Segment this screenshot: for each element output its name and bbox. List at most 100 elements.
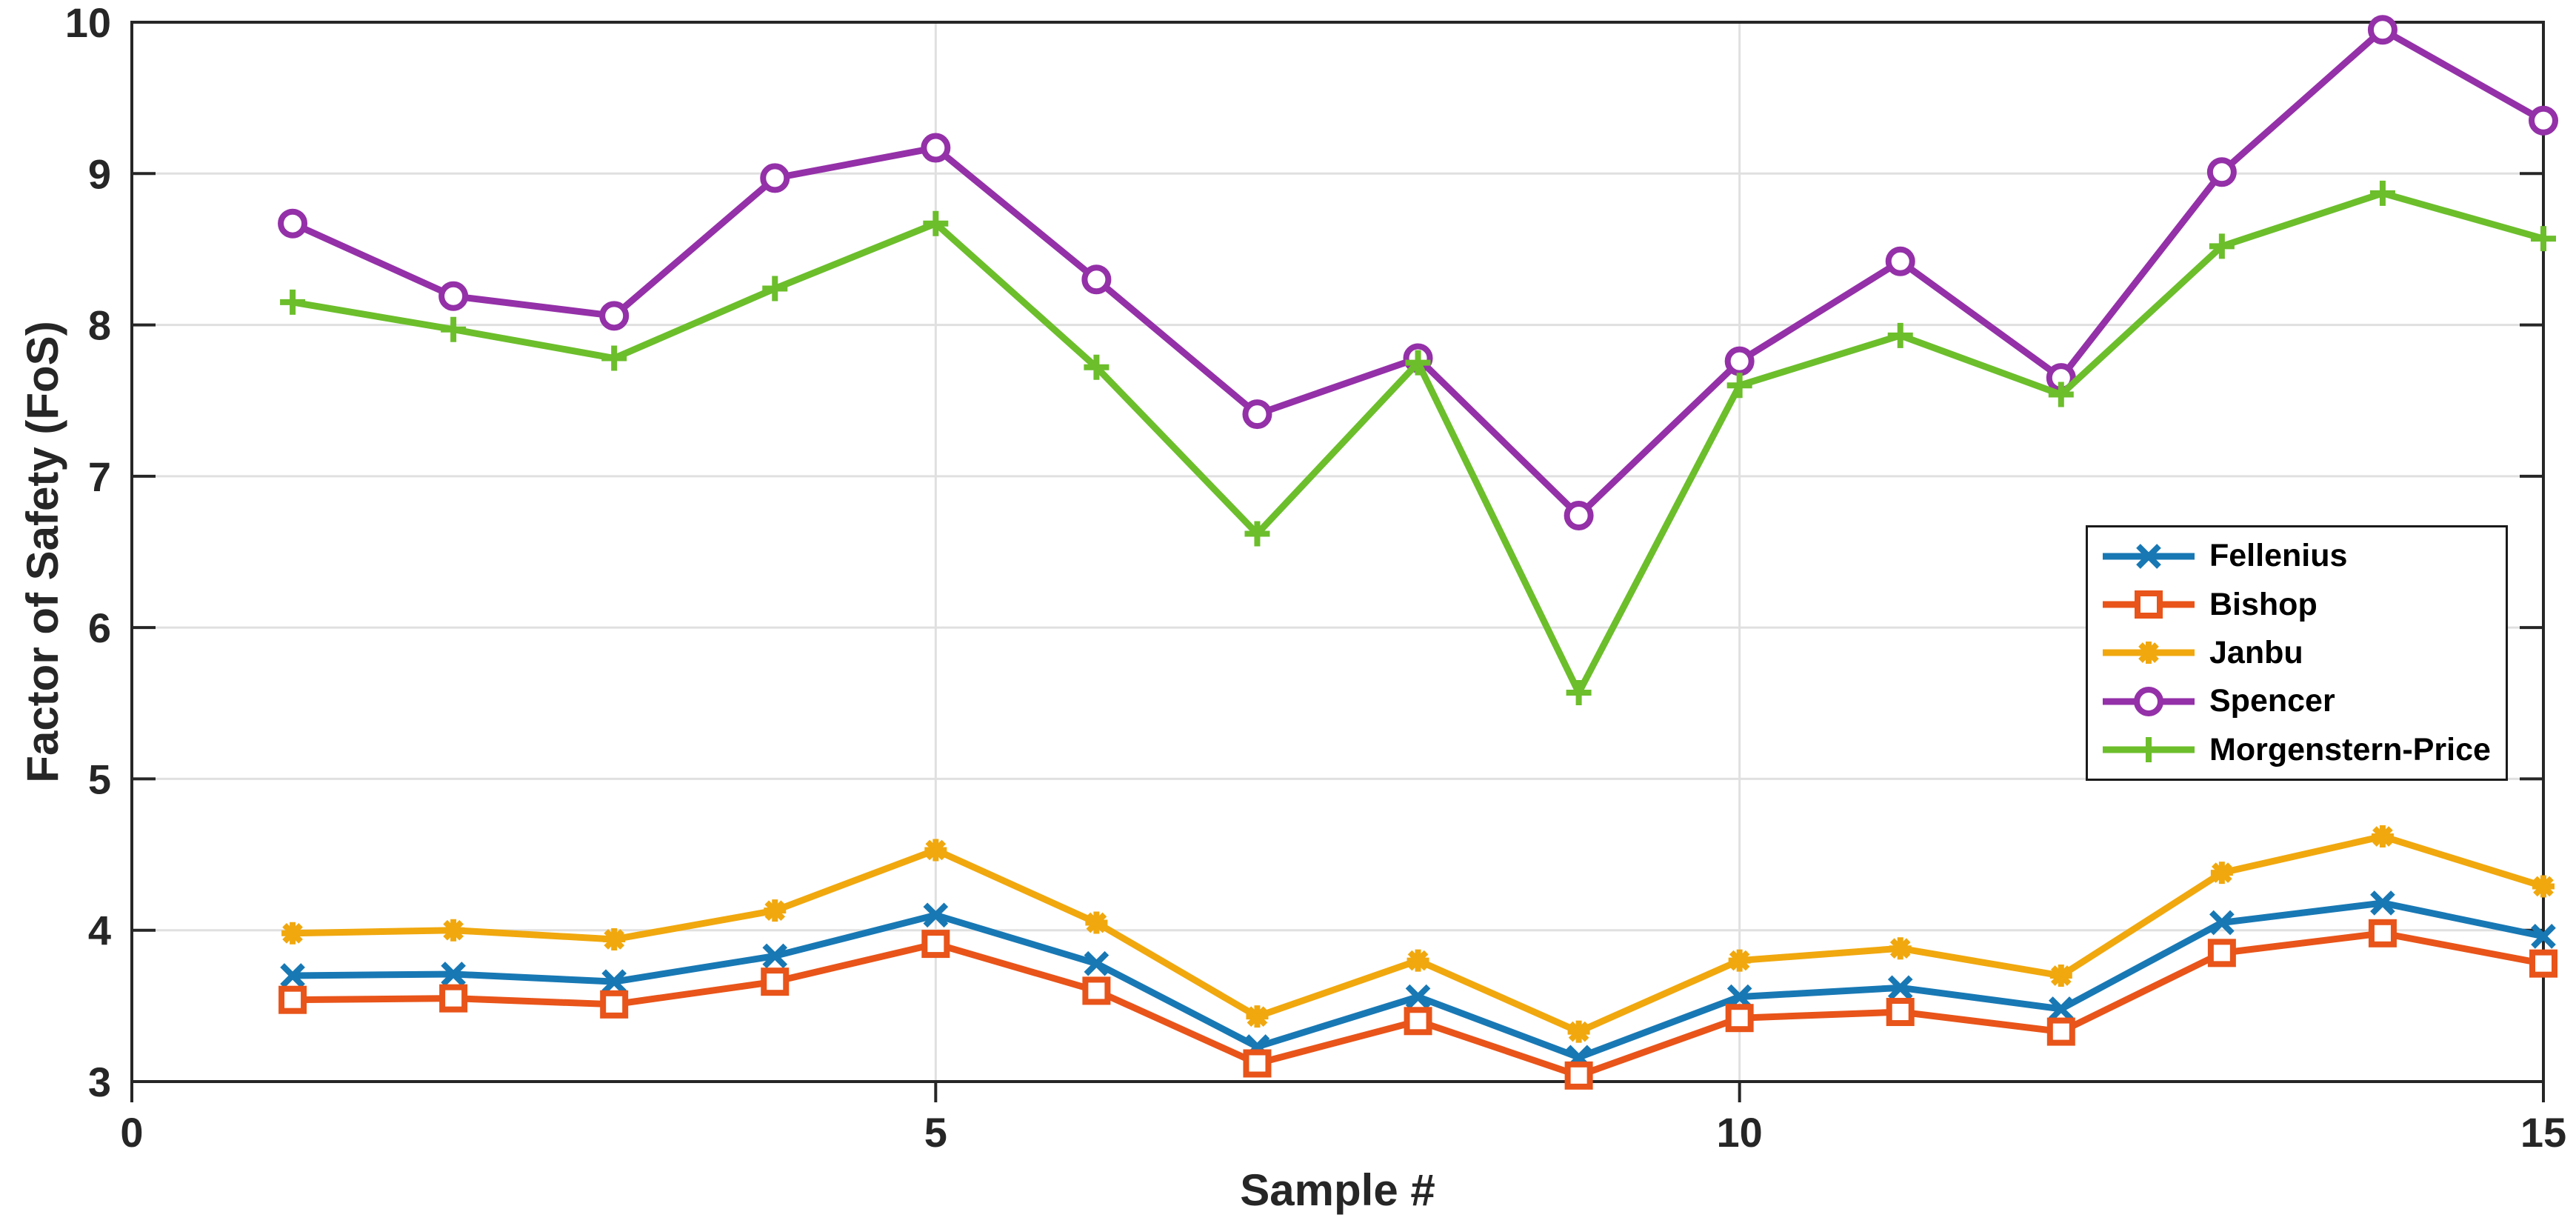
- x-marker-icon: [280, 963, 305, 988]
- series-spencer: [278, 15, 2558, 530]
- square-marker-icon: [2207, 939, 2236, 967]
- legend-item-fellenius: Fellenius: [2097, 533, 2506, 579]
- square-marker-icon: [921, 930, 950, 959]
- svg-text:10: 10: [1717, 1109, 1763, 1156]
- x-marker-icon: [762, 943, 788, 969]
- svg-text:5: 5: [88, 756, 111, 802]
- x-marker-icon: [2370, 890, 2395, 916]
- plus-marker-icon: [1244, 521, 1270, 547]
- svg-text:15: 15: [2520, 1109, 2566, 1156]
- x-marker-icon: [1726, 984, 1752, 1010]
- circle-marker-icon: [599, 301, 630, 331]
- x-marker-icon: [923, 902, 949, 928]
- square-marker-icon: [1725, 1004, 1754, 1033]
- svg-text:8: 8: [88, 302, 111, 349]
- circle-marker-icon: [1885, 246, 1915, 276]
- circle-marker-icon: [1564, 500, 1594, 530]
- square-marker-icon: [1564, 1061, 1593, 1090]
- square-marker-icon: [2368, 919, 2397, 947]
- circle-marker-icon: [278, 208, 308, 239]
- x-marker-icon: [2209, 910, 2235, 936]
- plus-marker-icon: [280, 289, 306, 315]
- asterisk-marker-icon: [2103, 642, 2195, 665]
- plus-marker-icon: [1887, 322, 1913, 348]
- asterisk-marker-icon: [1567, 1020, 1590, 1043]
- circle-marker-icon: [2103, 686, 2195, 716]
- axis-ticks: [130, 21, 2545, 1102]
- plus-marker-icon: [923, 210, 949, 236]
- square-marker-icon: [2046, 1017, 2075, 1046]
- svg-text:4: 4: [88, 907, 111, 954]
- plus-marker-icon: [1566, 679, 1592, 705]
- plus-marker-icon: [441, 316, 467, 342]
- square-marker-icon: [1404, 1007, 1432, 1036]
- y-gridlines: [132, 172, 2543, 932]
- x-marker-icon: [2103, 543, 2195, 569]
- legend-item-bishop: Bishop: [2097, 582, 2506, 627]
- svg-text:3: 3: [88, 1059, 111, 1105]
- square-marker-icon: [2103, 590, 2195, 619]
- circle-marker-icon: [2206, 157, 2237, 187]
- circle-marker-icon: [760, 163, 790, 193]
- svg-text:5: 5: [924, 1109, 947, 1156]
- plus-marker-icon: [2103, 737, 2195, 763]
- legend-label: Fellenius: [2209, 538, 2348, 574]
- plot-border: [130, 21, 2545, 1083]
- plus-marker-icon: [2531, 226, 2556, 252]
- legend-item-janbu: Janbu: [2097, 630, 2506, 676]
- series-line: [291, 26, 2546, 519]
- x-axis-title: Sample #: [1240, 1165, 1435, 1215]
- circle-marker-icon: [1242, 399, 1272, 430]
- x-marker-icon: [441, 962, 466, 987]
- asterisk-marker-icon: [1085, 911, 1108, 934]
- x-gridlines: [934, 22, 1741, 1082]
- svg-text:10: 10: [65, 0, 111, 46]
- series-bishop: [278, 919, 2557, 1090]
- x-marker-icon: [601, 969, 627, 994]
- x-marker-icon: [2048, 996, 2074, 1022]
- legend-label: Spencer: [2209, 683, 2335, 719]
- asterisk-marker-icon: [2532, 875, 2555, 898]
- square-marker-icon: [1243, 1049, 1272, 1078]
- asterisk-marker-icon: [2049, 965, 2072, 987]
- legend: Fellenius Bishop Janbu Spencer Morgenste…: [2086, 525, 2508, 781]
- svg-text:9: 9: [88, 150, 111, 197]
- asterisk-marker-icon: [442, 919, 465, 942]
- x-marker-icon: [1405, 984, 1431, 1010]
- square-marker-icon: [278, 985, 307, 1014]
- plus-marker-icon: [2209, 233, 2235, 259]
- plus-marker-icon: [1405, 350, 1431, 376]
- square-marker-icon: [600, 990, 629, 1019]
- x-marker-icon: [2531, 924, 2556, 949]
- asterisk-marker-icon: [2371, 825, 2394, 848]
- series-morgenstern-price: [280, 180, 2556, 705]
- series-janbu: [281, 825, 2555, 1043]
- square-marker-icon: [1886, 998, 1915, 1027]
- square-marker-icon: [2529, 949, 2557, 978]
- asterisk-marker-icon: [764, 899, 787, 922]
- y-axis-title: Factor of Safety (FoS): [18, 321, 67, 783]
- square-marker-icon: [761, 967, 790, 996]
- plus-marker-icon: [2048, 382, 2074, 407]
- svg-text:7: 7: [88, 453, 111, 500]
- plus-marker-icon: [1084, 354, 1110, 380]
- legend-item-morgenstern-price: Morgenstern-Price: [2097, 727, 2506, 773]
- circle-marker-icon: [1081, 264, 1112, 295]
- asterisk-marker-icon: [1246, 1005, 1269, 1028]
- svg-text:6: 6: [88, 604, 111, 651]
- asterisk-marker-icon: [603, 927, 626, 950]
- square-marker-icon: [439, 984, 468, 1013]
- asterisk-marker-icon: [1728, 949, 1751, 972]
- asterisk-marker-icon: [1889, 937, 1912, 960]
- asterisk-marker-icon: [1407, 949, 1429, 972]
- asterisk-marker-icon: [2210, 862, 2233, 885]
- asterisk-marker-icon: [281, 922, 304, 945]
- legend-label: Morgenstern-Price: [2209, 731, 2491, 767]
- plus-marker-icon: [762, 276, 788, 302]
- circle-marker-icon: [1724, 346, 1755, 376]
- circle-marker-icon: [921, 133, 951, 163]
- series-fellenius: [280, 890, 2556, 1070]
- legend-item-spencer: Spencer: [2097, 679, 2506, 725]
